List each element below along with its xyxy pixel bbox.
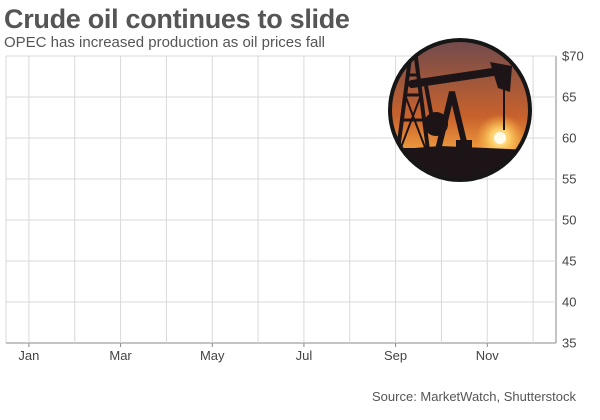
source-note: Source: MarketWatch, Shutterstock	[372, 389, 576, 404]
y-tick-label: 50	[562, 213, 576, 228]
x-tick-label: Nov	[476, 348, 500, 363]
x-tick-label: Mar	[109, 348, 132, 363]
x-axis: Jan Mar May Jul Sep Nov	[18, 343, 499, 363]
y-tick-label: $70	[562, 49, 584, 64]
y-tick-label: 55	[562, 172, 576, 187]
chart-subtitle: OPEC has increased production as oil pri…	[4, 34, 325, 51]
y-tick-label: 35	[562, 336, 576, 351]
x-tick-label: May	[200, 348, 225, 363]
x-tick-label: Jul	[296, 348, 313, 363]
chart-title: Crude oil continues to slide	[4, 4, 350, 34]
y-tick-label: 65	[562, 90, 576, 105]
y-tick-label: 60	[562, 131, 576, 146]
y-axis: $70 65 60 55 50 45 40 35	[562, 49, 584, 351]
y-tick-label: 40	[562, 295, 576, 310]
oil-pumpjack-photo-icon	[388, 38, 532, 182]
x-tick-label: Jan	[18, 348, 39, 363]
x-tick-label: Sep	[384, 348, 407, 363]
y-tick-label: 45	[562, 254, 576, 269]
